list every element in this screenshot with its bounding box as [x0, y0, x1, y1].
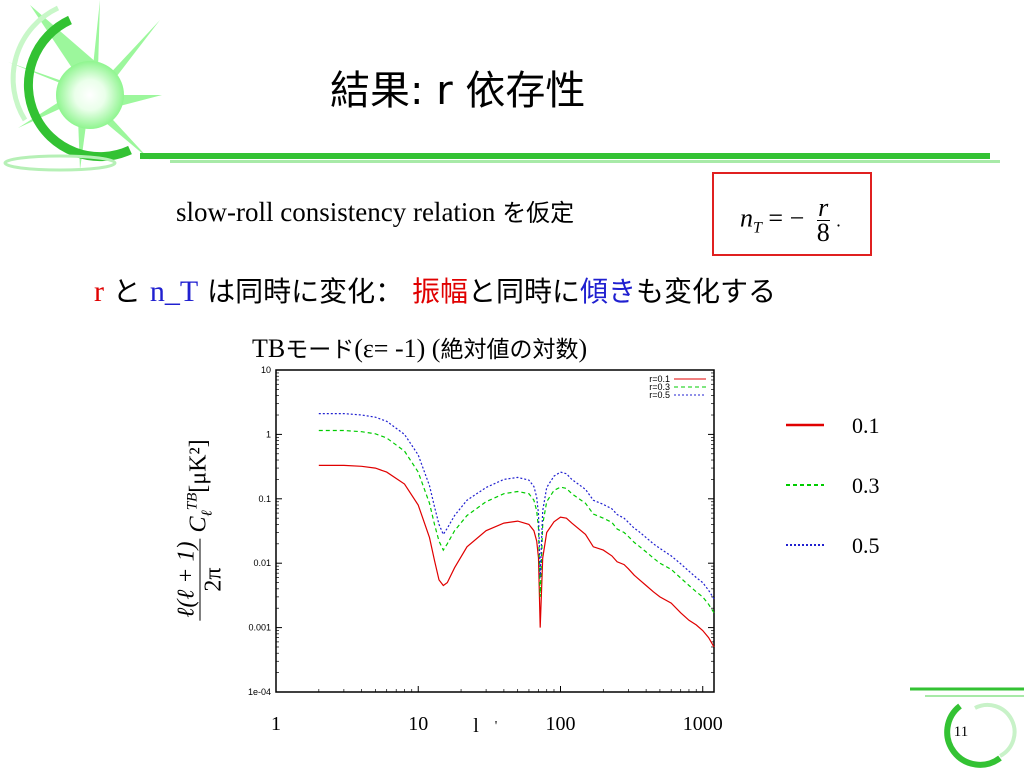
outer-legend-label: 0.3 [852, 473, 880, 498]
x-axis-label-tick: ' [495, 719, 498, 734]
inner-legend-label: r=0.1 [649, 374, 670, 384]
y-tick-label: 1e-04 [248, 687, 271, 697]
formula-equals: = − [768, 203, 805, 233]
formula-fraction: r 8 [816, 193, 830, 247]
formula-lhs-sub: T [753, 219, 762, 237]
assumption-text: slow-roll consistency relation を仮定 [176, 193, 574, 228]
plot-frame [275, 369, 715, 693]
slide-title: 結果: r 依存性 [330, 68, 586, 114]
inner-legend: r=0.1r=0.3r=0.5 [649, 374, 706, 400]
and-text: と [112, 275, 141, 308]
assumption-english: slow-roll consistency relation [176, 197, 496, 227]
title-underline [140, 153, 1000, 163]
nt-symbol: n_T [149, 275, 199, 308]
chart-title-tb: TB [252, 334, 286, 363]
x-axis-label: l [473, 715, 479, 737]
chart-title: TBモード(ε= -1) (絶対値の対数) [252, 330, 587, 364]
series-lines [318, 413, 715, 648]
consistency-formula: nT = − r 8 . [740, 193, 841, 247]
x-tick-label: 10 [408, 713, 428, 735]
outer-legend-label: 0.5 [852, 533, 880, 558]
outer-legend: 0.1 0.3 0.5 [786, 413, 880, 558]
r-nt-statement: r と n_T は同時に変化： 振幅と同時に傾きも変化する [94, 270, 776, 310]
y-tick-label: 1 [266, 429, 271, 439]
formula-period: . [836, 210, 841, 231]
y-tick-label: 0.01 [253, 558, 271, 568]
formula-denominator: 8 [816, 218, 830, 247]
chart-title-abslog: 絶対値の対数 [440, 337, 579, 363]
simultaneous-text: は同時に変化： [207, 275, 404, 308]
inner-legend-label: r=0.3 [649, 382, 670, 392]
chart-title-mode: モード [285, 337, 355, 363]
page-number: 11 [953, 724, 969, 740]
page-number-ring-icon [910, 687, 1024, 768]
consistency-formula-box: nT = − r 8 . [712, 172, 872, 256]
x-tick-label: 100 [545, 713, 575, 735]
chart-title-epsilon: (ε= -1) ( [354, 334, 441, 363]
formula-numerator: r [816, 193, 830, 222]
series-line-1 [318, 464, 715, 648]
y-tick-label: 0.1 [258, 494, 271, 504]
tilt-text: 傾き [580, 275, 637, 308]
also-changes-text: も変化する [636, 275, 777, 308]
series-line-3 [318, 413, 715, 600]
inner-legend-label: r=0.5 [649, 390, 670, 400]
r-symbol: r [94, 275, 104, 308]
series-line-2 [318, 429, 715, 614]
x-tick-label: 1 [271, 713, 281, 735]
formula-lhs: n [740, 203, 753, 233]
together-text: と同時に [468, 275, 581, 308]
assumption-japanese: を仮定 [502, 199, 575, 227]
x-tick-label: 1000 [683, 713, 723, 735]
chart-title-close: ) [578, 334, 588, 363]
amplitude-text: 振幅 [411, 275, 468, 308]
x-ticks: 1 10 100 1000 [271, 686, 723, 735]
y-tick-label: 0.001 [248, 623, 271, 633]
outer-legend-label: 0.1 [852, 413, 880, 438]
y-tick-label: 10 [261, 365, 271, 375]
y-ticks: 10 1 0.1 0.01 0.001 1e-04 [248, 365, 714, 697]
green-sun-logo-icon [3, 0, 162, 172]
